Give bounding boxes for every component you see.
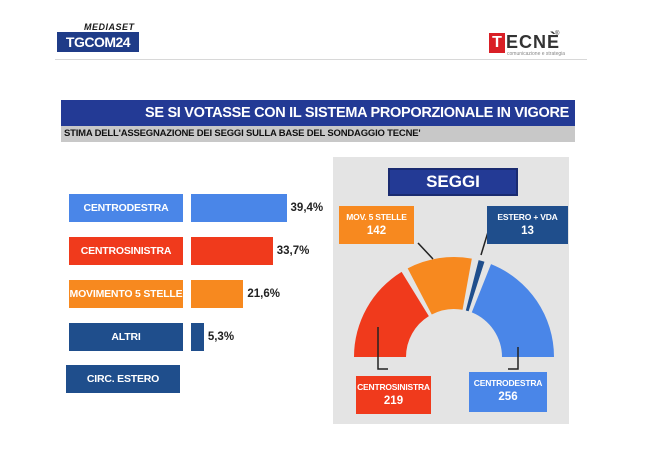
bar — [191, 323, 204, 351]
connector-line — [417, 242, 434, 260]
seat-slice — [471, 264, 554, 357]
tecne-tagline: comunicazione e strategia — [507, 51, 566, 57]
page-subtitle: STIMA DELL'ASSEGNAZIONE DEI SEGGI SULLA … — [61, 126, 575, 142]
tecne-logo-text: ECNÈ — [506, 32, 561, 52]
seat-slice — [354, 271, 429, 357]
seats-chart-title: SEGGI — [388, 168, 518, 196]
bar — [191, 280, 244, 308]
seat-party-label: ESTERO + VDA — [497, 212, 558, 222]
bar-value-label: 33,7% — [276, 245, 310, 257]
seat-count-label: 142 — [366, 225, 387, 237]
seat-party-label: MOV. 5 STELLE — [346, 212, 407, 222]
connector-line — [508, 347, 519, 370]
seat-label-box: CENTRODESTRA 256 — [469, 372, 547, 412]
seat-slice — [407, 257, 472, 315]
bar-value-label: 39,4% — [290, 202, 324, 214]
tgcom24-logo: TGCOM24 — [57, 32, 139, 52]
tecne-registered-mark: ® — [555, 31, 560, 37]
bar-category-label: CENTROSINISTRA — [69, 237, 183, 265]
bar-category-label: ALTRI — [69, 323, 183, 351]
connector-line — [480, 231, 489, 256]
header-divider — [55, 59, 587, 60]
seat-label-box: MOV. 5 STELLE 142 — [339, 206, 414, 244]
bar-value-label: 5,3% — [207, 331, 235, 343]
connector-line — [377, 327, 388, 370]
bar — [191, 194, 287, 222]
seat-party-label: CENTRODESTRA — [473, 378, 543, 388]
bar — [191, 237, 273, 265]
page-title: SE SI VOTASSE CON IL SISTEMA PROPORZIONA… — [61, 100, 575, 147]
seat-count-label: 256 — [498, 391, 518, 403]
seat-count-label: 219 — [383, 395, 404, 407]
seat-label-box: CENTROSINISTRA 219 — [356, 376, 431, 414]
seat-slice — [465, 260, 485, 312]
bar-value-label: 21,6% — [247, 288, 280, 300]
tecne-logo-initial: T — [489, 33, 505, 53]
seat-count-label: 13 — [521, 225, 534, 237]
seat-label-box: ESTERO + VDA 13 — [487, 206, 568, 244]
bar-category-label: CIRC. ESTERO — [66, 365, 180, 393]
bar-category-label: CENTRODESTRA — [69, 194, 183, 222]
seat-party-label: CENTROSINISTRA — [357, 382, 430, 392]
mediaset-logo: MEDIASET — [84, 22, 135, 32]
seats-semicircle-chart — [354, 231, 554, 370]
bar-category-label: MOVIMENTO 5 STELLE — [69, 280, 183, 308]
